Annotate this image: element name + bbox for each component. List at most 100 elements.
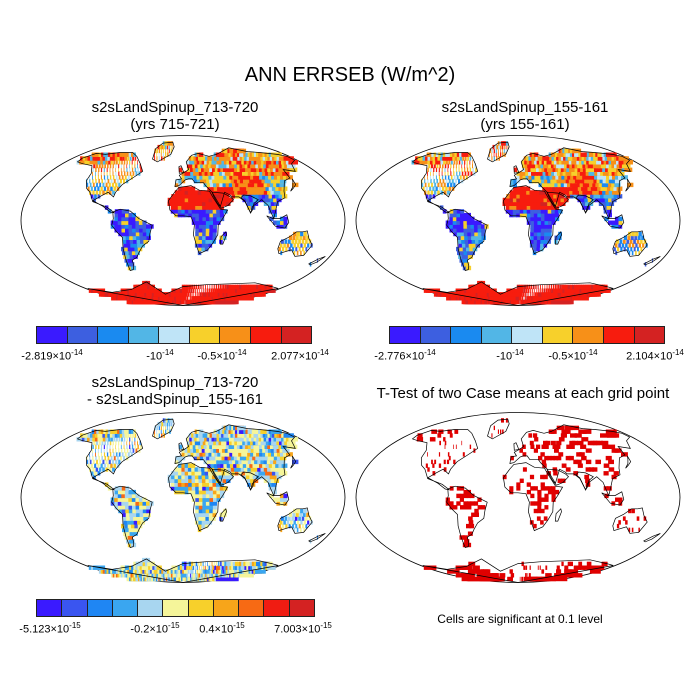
panel1-title-line2: (yrs 715-721) xyxy=(130,116,220,133)
colorbar-swatch xyxy=(238,599,265,617)
coastline-south-america xyxy=(111,208,153,272)
panel2-title-line2: (yrs 155-161) xyxy=(480,116,570,133)
colorbar-swatch xyxy=(137,599,164,617)
panel2-colorbar xyxy=(389,326,666,344)
colorbar-swatch xyxy=(288,599,315,617)
p1-label-min: -2.819×10-14 xyxy=(21,348,83,363)
colorbar-swatch xyxy=(480,326,513,344)
panel3-title: s2sLandSpinup_713-720 - s2sLandSpinup_15… xyxy=(10,374,340,408)
panel3-map xyxy=(20,412,346,583)
p1-label-max: 2.077×10-14 xyxy=(271,348,329,363)
coastline-eurasia xyxy=(509,147,631,220)
colorbar-swatch xyxy=(602,326,635,344)
p3-label-min: -5.123×10-15 xyxy=(19,621,81,636)
coastline-new-zealand xyxy=(308,256,326,266)
colorbar-swatch xyxy=(419,326,452,344)
coastline-greenland xyxy=(487,141,510,163)
coastline-greater-islands xyxy=(266,214,290,229)
p2-label-mid2: -0.5×10-14 xyxy=(548,348,598,363)
panel1-colorbar xyxy=(36,326,313,344)
coastline-south-america xyxy=(446,208,488,272)
coastlines xyxy=(411,141,661,306)
colorbar-swatch xyxy=(111,599,139,617)
coastlines xyxy=(76,418,326,583)
coastline-australia xyxy=(612,507,648,534)
map-boundary xyxy=(355,412,681,583)
coastlines xyxy=(76,141,326,306)
panel2-title-line1: s2sLandSpinup_155-161 xyxy=(441,99,609,116)
coastline-greenland xyxy=(487,418,510,440)
panel3-title-line2: - s2sLandSpinup_155-161 xyxy=(87,391,263,408)
coastline-uk xyxy=(513,165,520,174)
map-cells xyxy=(76,141,318,305)
coastline-arabia xyxy=(546,468,570,486)
coastline-south-america xyxy=(446,485,488,549)
colorbar-swatch xyxy=(36,326,68,344)
colorbar-swatch xyxy=(212,599,240,617)
coastline-africa xyxy=(503,185,564,255)
coastline-greenland xyxy=(152,418,175,440)
coastline-japan xyxy=(625,178,632,192)
colorbar-swatch xyxy=(450,326,482,344)
coastline-south-america xyxy=(111,485,153,549)
panel4-map xyxy=(355,412,681,583)
colorbar-swatch xyxy=(66,326,99,344)
panel3-title-line1: s2sLandSpinup_713-720 xyxy=(91,374,259,391)
p2-label-min: -2.776×10-14 xyxy=(374,348,436,363)
coastline-north-america xyxy=(76,429,144,491)
colorbar-swatch xyxy=(219,326,251,344)
coastline-north-america xyxy=(411,152,479,214)
colorbar-swatch xyxy=(97,326,129,344)
figure-title: ANN ERRSEB (W/m^2) xyxy=(244,64,456,86)
coastline-eurasia xyxy=(174,424,296,497)
colorbar-swatch xyxy=(188,326,221,344)
coastline-new-zealand xyxy=(643,533,661,543)
panel1-map xyxy=(20,135,346,306)
colorbar-swatch xyxy=(541,326,574,344)
coastline-madagascar xyxy=(554,231,562,245)
coastline-australia xyxy=(277,230,313,257)
coastline-antarctica xyxy=(87,281,279,306)
p3-label-mid1: -0.2×10-15 xyxy=(130,621,180,636)
panel1-title: s2sLandSpinup_713-720 (yrs 715-721) xyxy=(10,99,340,133)
coastline-greenland xyxy=(152,141,175,163)
coastline-madagascar xyxy=(219,508,227,522)
colorbar-swatch xyxy=(263,599,290,617)
panel4-note: Cells are significant at 0.1 level xyxy=(437,612,603,626)
colorbar-swatch xyxy=(86,599,113,617)
coastline-madagascar xyxy=(219,231,227,245)
coastline-japan xyxy=(290,178,297,192)
coastline-new-zealand xyxy=(643,256,661,266)
colorbar-swatch xyxy=(249,326,282,344)
p1-label-mid1: -10-14 xyxy=(146,348,174,363)
colorbar-swatch xyxy=(127,326,160,344)
coastline-eurasia xyxy=(174,147,296,220)
coastline-uk xyxy=(178,442,185,451)
coastline-uk xyxy=(513,442,520,451)
coastline-india xyxy=(575,471,594,491)
map-cells xyxy=(76,418,318,582)
panel3-colorbar xyxy=(36,599,315,617)
colorbar-swatch xyxy=(389,326,421,344)
colorbar-swatch xyxy=(61,599,88,617)
p3-label-mid2: 0.4×10-15 xyxy=(199,621,245,636)
map-cells xyxy=(411,141,653,305)
p1-label-mid2: -0.5×10-14 xyxy=(197,348,247,363)
colorbar-swatch xyxy=(572,326,604,344)
colorbar-swatch xyxy=(187,599,214,617)
coastline-new-zealand xyxy=(308,533,326,543)
coastline-eurasia xyxy=(509,424,631,497)
coastline-africa xyxy=(503,462,564,532)
coastline-north-america xyxy=(76,152,144,214)
coastline-greater-islands xyxy=(601,214,625,229)
coastline-greater-islands xyxy=(266,491,290,506)
panel1-title-line1: s2sLandSpinup_713-720 xyxy=(91,99,259,116)
coastline-north-america xyxy=(411,429,479,491)
p3-label-max: 7.003×10-15 xyxy=(274,621,332,636)
colorbar-swatch xyxy=(511,326,543,344)
p2-label-max: 2.104×10-14 xyxy=(626,348,684,363)
panel2-title: s2sLandSpinup_155-161 (yrs 155-161) xyxy=(360,99,690,133)
coastline-japan xyxy=(625,455,632,469)
coastline-australia xyxy=(277,507,313,534)
coastline-africa xyxy=(168,462,229,532)
